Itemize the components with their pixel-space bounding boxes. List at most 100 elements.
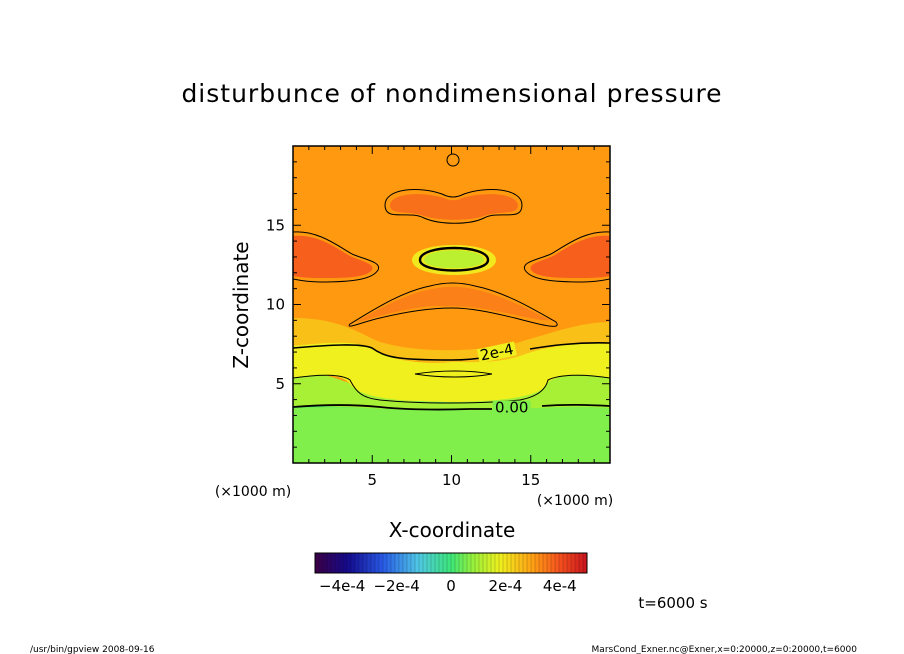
colorbar-cell [535, 553, 540, 573]
z-tick-label: 10 [266, 296, 285, 314]
colorbar-cell [439, 553, 444, 573]
colorbar-cell [319, 553, 324, 573]
contour-label-bg [492, 400, 531, 415]
colorbar-cell [435, 553, 440, 573]
contour-small-band [414, 370, 493, 378]
colorbar-cell [459, 553, 464, 573]
colorbar-cell [523, 553, 528, 573]
colorbar-cell [419, 553, 424, 573]
colorbar-cell [583, 553, 588, 573]
x-tick-label: 15 [521, 471, 540, 489]
colorbar-cell [567, 553, 572, 573]
colorbar-cell [551, 553, 556, 573]
colorbar-cell [331, 553, 336, 573]
colorbar-cell [475, 553, 480, 573]
colorbar-tick-label: 0 [446, 577, 456, 595]
contour-right-lobe [523, 231, 610, 283]
colorbar-cell [443, 553, 448, 573]
colorbar: −4e-4 −2e-4 0 2e-4 4e-4 [314, 552, 588, 595]
field-band-yellow [293, 338, 610, 402]
colorbar-cell [403, 553, 408, 573]
colorbar-cell [547, 553, 552, 573]
colorbar-tick-label: −4e-4 [319, 577, 365, 595]
footer-dataset: MarsCond_Exner.nc@Exner,x=0:20000,z=0:20… [592, 645, 858, 654]
colorbar-tick-label: 4e-4 [543, 577, 577, 595]
colorbar-cell [423, 553, 428, 573]
colorbar-cell [527, 553, 532, 573]
time-label: t=6000 s [638, 594, 707, 612]
colorbar-cell [379, 553, 384, 573]
colorbar-cell [571, 553, 576, 573]
colorbar-cell [503, 553, 508, 573]
contour-center-oval [418, 246, 490, 272]
x-tick-label: 5 [367, 471, 377, 489]
field-right-red [530, 235, 610, 278]
field-band-lime [293, 371, 610, 411]
colorbar-cell [471, 553, 476, 573]
x-unit-label-left: (×1000 m) [215, 484, 291, 500]
colorbar-cell [451, 553, 456, 573]
colorbar-cell [531, 553, 536, 573]
field-crown-red [390, 194, 518, 220]
field-left-red [293, 235, 373, 278]
colorbar-cell [579, 553, 584, 573]
field-mid-green [293, 404, 610, 463]
colorbar-cell [559, 553, 564, 573]
colorbar-cell [539, 553, 544, 573]
colorbar-cell [491, 553, 496, 573]
contour-lines [293, 153, 610, 411]
colorbar-cell [467, 553, 472, 573]
field-lower-red [356, 286, 550, 322]
colorbar-cell [375, 553, 380, 573]
z-tick-label: 15 [266, 216, 285, 234]
colorbar-cell [347, 553, 352, 573]
contour-1e-4 [293, 374, 610, 404]
colorbar-cell [495, 553, 500, 573]
pressure-field [293, 194, 610, 463]
contour-label-bg [476, 341, 517, 364]
colorbar-cell [431, 553, 436, 573]
colorbar-cell [335, 553, 340, 573]
contour-zero [293, 403, 610, 411]
field-band-orange-light [293, 318, 610, 363]
contour-label: 0.00 [495, 399, 528, 417]
colorbar-cell [343, 553, 348, 573]
colorbar-cell [323, 553, 328, 573]
x-unit-label-right: (×1000 m) [537, 493, 613, 509]
colorbar-cell [519, 553, 524, 573]
colorbar-cell [555, 553, 560, 573]
colorbar-cells [314, 553, 588, 573]
colorbar-cell [395, 553, 400, 573]
contour-upper-crown [384, 189, 523, 224]
colorbar-tick-label: 2e-4 [489, 577, 523, 595]
colorbar-cell [387, 553, 392, 573]
x-axis-label: X-coordinate [389, 518, 516, 542]
axis-ticks: 5 10 15 5 10 15 [266, 146, 610, 489]
colorbar-frame [314, 552, 588, 574]
colorbar-cell [499, 553, 504, 573]
colorbar-tick-labels: −4e-4 −2e-4 0 2e-4 4e-4 [319, 577, 577, 595]
colorbar-cell [575, 553, 580, 573]
colorbar-cell [355, 553, 360, 573]
colorbar-cell [359, 553, 364, 573]
y-axis-label: Z-coordinate [229, 241, 253, 368]
colorbar-cell [479, 553, 484, 573]
contour-lower-band [348, 282, 558, 327]
colorbar-tick-label: −2e-4 [373, 577, 419, 595]
colorbar-cell [399, 553, 404, 573]
colorbar-cell [447, 553, 452, 573]
colorbar-cell [563, 553, 568, 573]
colorbar-cell [543, 553, 548, 573]
colorbar-cell [367, 553, 372, 573]
colorbar-cell [339, 553, 344, 573]
colorbar-cell [463, 553, 468, 573]
z-tick-label: 5 [275, 375, 285, 393]
colorbar-cell [455, 553, 460, 573]
field-center-lime [424, 250, 484, 269]
colorbar-cell [351, 553, 356, 573]
colorbar-cell [407, 553, 412, 573]
colorbar-cell [487, 553, 492, 573]
x-tick-label: 10 [442, 471, 461, 489]
